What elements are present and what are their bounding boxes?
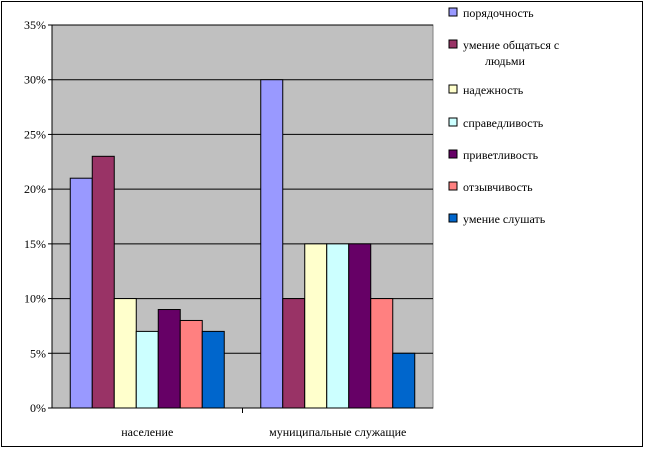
y-tick-label: 0% <box>30 401 46 415</box>
legend-swatch <box>448 213 458 223</box>
legend-swatch <box>448 84 458 94</box>
y-tick-label: 5% <box>30 346 46 360</box>
legend-label: умение слушать <box>463 212 546 226</box>
legend-label: приветливость <box>463 148 539 162</box>
y-tick-label: 10% <box>24 292 46 306</box>
bar-2-2 <box>282 298 306 409</box>
bar-2-4 <box>326 243 350 409</box>
legend-swatch <box>448 181 458 191</box>
legend-label: отзывчивость <box>463 180 533 194</box>
bar-1-7 <box>201 330 225 409</box>
legend-swatch <box>448 7 458 17</box>
legend-label: справедливость <box>463 116 544 130</box>
bar-2-7 <box>392 352 416 409</box>
bar-2-6 <box>370 298 394 409</box>
bar-1-1 <box>69 177 93 409</box>
legend-label: надежность <box>463 83 524 97</box>
bar-1-4 <box>135 330 159 409</box>
legend-swatch <box>448 117 458 127</box>
y-tick-label: 20% <box>24 182 46 196</box>
bar-2-1 <box>260 79 284 409</box>
legend-swatch <box>448 39 458 49</box>
y-tick-label: 30% <box>24 73 46 87</box>
bar-1-6 <box>179 319 203 409</box>
y-tick-label: 35% <box>24 18 46 32</box>
y-tick-label: 15% <box>24 237 46 251</box>
bar-2-5 <box>348 243 372 409</box>
bar-1-3 <box>113 298 137 409</box>
y-tick-label: 25% <box>24 127 46 141</box>
x-category-label: муниципальные служащие <box>269 425 406 439</box>
bar-1-5 <box>157 309 181 409</box>
bar-2-3 <box>304 243 328 409</box>
x-category-label: население <box>121 425 173 439</box>
legend-swatch <box>448 149 458 159</box>
bar-1-2 <box>91 155 115 409</box>
legend-label: порядочность <box>463 6 534 20</box>
legend-label: умение общаться с людьми <box>463 38 559 68</box>
